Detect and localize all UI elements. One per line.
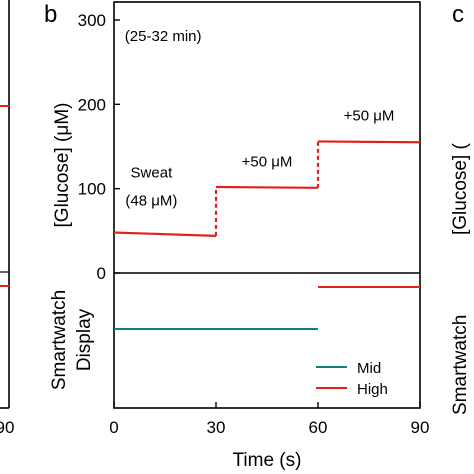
glucose-segment [317,140,421,144]
glucose-axis-label: [Glucose] (μM) [52,103,73,228]
panel-b-frame [113,1,421,409]
left-panel-xtick: 90 [0,418,14,437]
right-panel-remnant: c [Glucose] ( Smartwatch [450,1,471,415]
panel-label-c: c [452,1,464,28]
glucose-segment [113,231,217,237]
glucose-annotation: Sweat [131,165,174,182]
glucose-annotations: (25-32 min) Sweat (48 μM) +50 μM +50 μM [125,28,395,209]
glucose-annotation: +50 μM [344,107,395,124]
glucose-yticks: 0 100 200 300 [78,11,120,283]
panel-label-b: b [44,1,57,28]
right-panel-smartwatch-label: Smartwatch [450,315,471,415]
display-series [114,286,420,330]
legend-label-mid: Mid [357,360,381,377]
right-panel-glucose-label: [Glucose] ( [450,142,471,235]
display-legend: Mid High [316,360,388,398]
smartwatch-axis-label-line2: Display [74,308,95,371]
time-xtick-label: 90 [411,418,430,437]
time-xtick-label: 60 [309,418,328,437]
glucose-series [113,140,421,237]
left-panel-remnant: 90 [0,0,14,437]
smartwatch-axis-label-line1: Smartwatch [49,290,70,390]
glucose-ytick-label: 100 [78,180,106,199]
glucose-ytick-label: 0 [97,264,106,283]
time-xtick-label: 0 [109,418,118,437]
time-axis-label: Time (s) [233,450,302,471]
time-xtick-label: 30 [207,418,226,437]
glucose-annotation: (25-32 min) [125,28,202,45]
time-xticks: 0 30 60 90 [109,402,429,437]
glucose-annotation: +50 μM [242,154,293,171]
glucose-segment [215,185,319,189]
glucose-ytick-label: 200 [78,95,106,114]
legend-label-high: High [357,381,388,398]
glucose-ytick-label: 300 [78,11,106,30]
glucose-annotation: (48 μM) [125,193,177,210]
